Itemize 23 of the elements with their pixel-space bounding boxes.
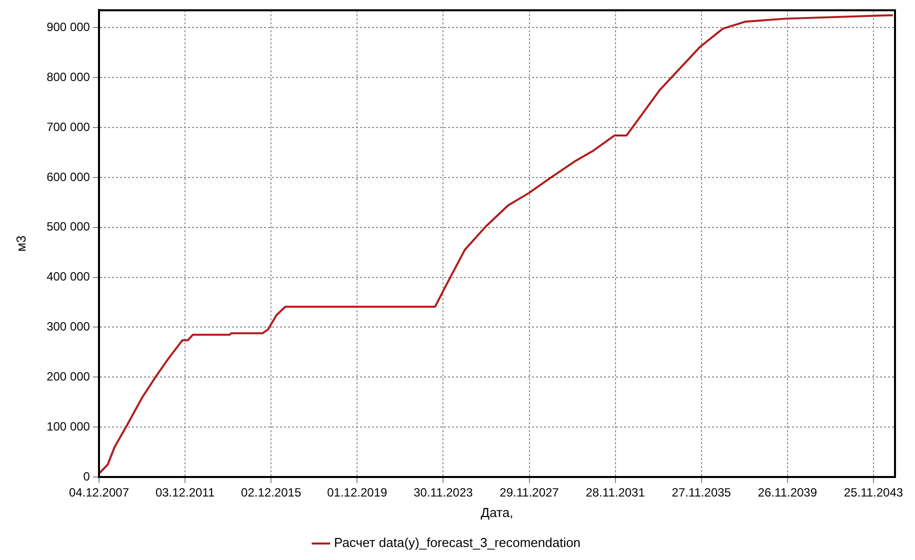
y-tick-label: 200 000	[46, 369, 90, 384]
y-tick-label: 700 000	[46, 120, 90, 134]
x-tick-label: 30.11.2023	[414, 486, 474, 500]
x-tick-label: 28.11.2031	[586, 486, 646, 500]
y-tick-label: 100 000	[46, 419, 90, 434]
y-tick-label: 600 000	[46, 170, 90, 184]
legend-label: Расчет data(y)_forecast_3_recomendation	[334, 535, 581, 550]
x-tick-label: 01.12.2019	[327, 486, 388, 500]
x-tick-label: 03.12.2011	[155, 486, 215, 500]
y-tick-label: 800 000	[46, 70, 90, 84]
y-tick-label: 400 000	[46, 270, 90, 284]
y-axis-title: м3	[13, 236, 28, 252]
x-tick-label: 02.12.2015	[241, 486, 302, 500]
y-tick-label: 500 000	[46, 220, 90, 234]
x-tick-label: 29.11.2027	[500, 486, 560, 500]
x-tick-label: 26.11.2039	[758, 486, 818, 500]
y-tick-label: 0	[83, 469, 90, 484]
x-tick-label: 04.12.2007	[68, 486, 130, 500]
y-tick-label: 900 000	[46, 20, 90, 34]
x-tick-label: 27.11.2035	[672, 486, 732, 500]
x-axis-title: Дата,	[480, 504, 514, 520]
y-tick-label: 300 000	[46, 320, 90, 334]
x-tick-label: 25.11.2043	[844, 486, 904, 500]
